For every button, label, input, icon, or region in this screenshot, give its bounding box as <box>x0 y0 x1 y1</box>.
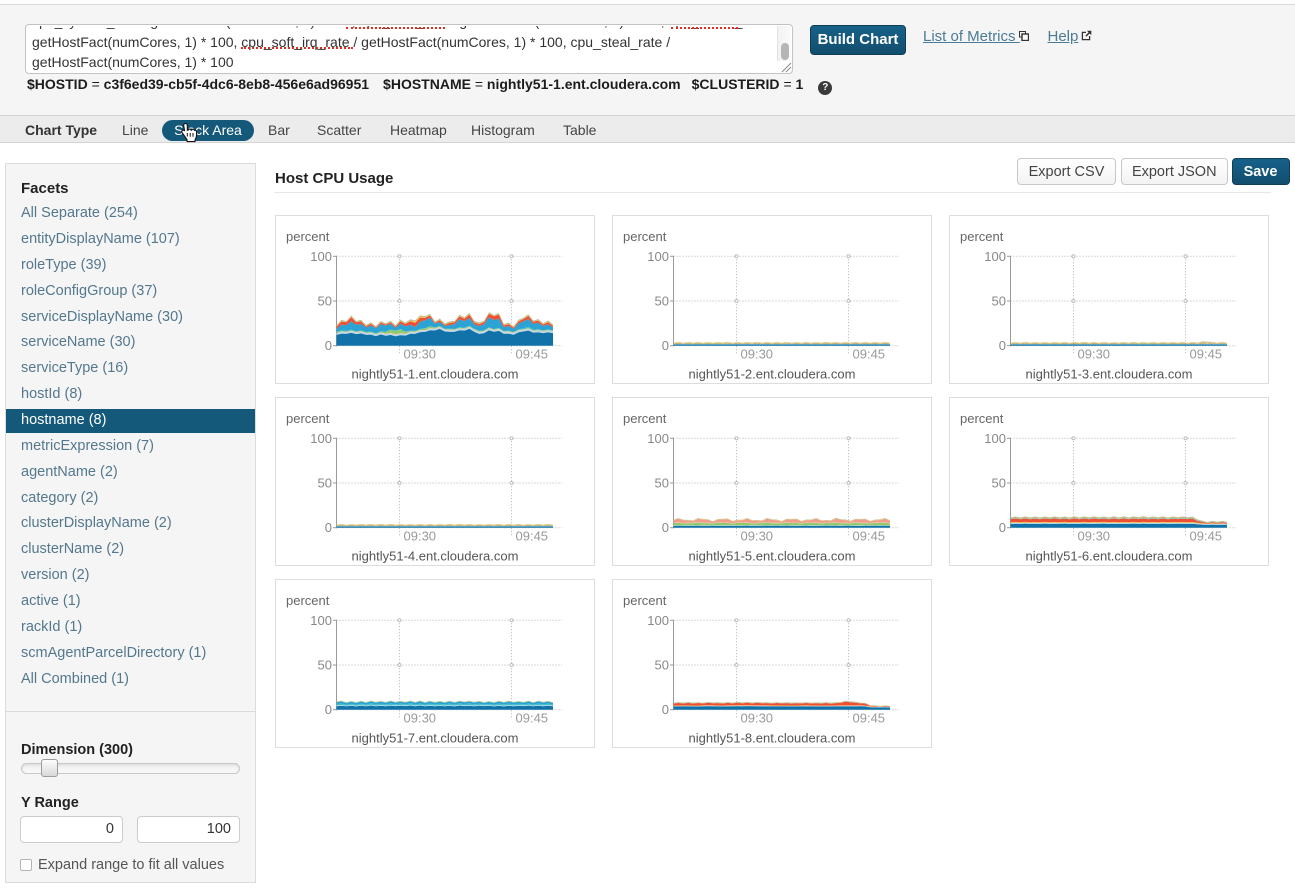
svg-text:09:45: 09:45 <box>853 529 886 544</box>
svg-text:50: 50 <box>318 476 332 491</box>
svg-text:percent: percent <box>286 593 330 608</box>
svg-text:09:30: 09:30 <box>1078 529 1111 544</box>
svg-text:percent: percent <box>623 229 667 244</box>
svg-text:percent: percent <box>623 411 667 426</box>
svg-text:09:30: 09:30 <box>404 711 437 726</box>
svg-text:09:45: 09:45 <box>853 711 886 726</box>
svg-text:09:45: 09:45 <box>516 711 549 726</box>
svg-text:100: 100 <box>310 613 332 628</box>
svg-text:percent: percent <box>960 229 1004 244</box>
svg-text:0: 0 <box>325 702 332 717</box>
svg-text:09:30: 09:30 <box>741 529 774 544</box>
svg-text:09:45: 09:45 <box>1190 529 1223 544</box>
svg-text:09:45: 09:45 <box>516 347 549 362</box>
svg-text:100: 100 <box>310 431 332 446</box>
svg-text:09:45: 09:45 <box>1190 347 1223 362</box>
svg-text:nightly51-4.ent.cloudera.com: nightly51-4.ent.cloudera.com <box>352 549 519 564</box>
svg-text:nightly51-7.ent.cloudera.com: nightly51-7.ent.cloudera.com <box>352 731 519 746</box>
svg-text:50: 50 <box>318 294 332 309</box>
svg-text:100: 100 <box>647 613 669 628</box>
svg-text:0: 0 <box>662 702 669 717</box>
svg-text:50: 50 <box>655 658 669 673</box>
svg-text:09:30: 09:30 <box>404 347 437 362</box>
svg-text:nightly51-5.ent.cloudera.com: nightly51-5.ent.cloudera.com <box>689 549 856 564</box>
svg-text:nightly51-1.ent.cloudera.com: nightly51-1.ent.cloudera.com <box>352 367 519 382</box>
svg-text:100: 100 <box>647 249 669 264</box>
svg-text:50: 50 <box>992 294 1006 309</box>
svg-text:percent: percent <box>286 411 330 426</box>
svg-text:0: 0 <box>325 520 332 535</box>
svg-text:100: 100 <box>984 431 1006 446</box>
svg-text:09:30: 09:30 <box>1078 347 1111 362</box>
svg-text:nightly51-2.ent.cloudera.com: nightly51-2.ent.cloudera.com <box>689 367 856 382</box>
svg-text:0: 0 <box>999 520 1006 535</box>
svg-text:100: 100 <box>647 431 669 446</box>
svg-text:nightly51-6.ent.cloudera.com: nightly51-6.ent.cloudera.com <box>1026 549 1193 564</box>
svg-text:nightly51-8.ent.cloudera.com: nightly51-8.ent.cloudera.com <box>689 731 856 746</box>
svg-text:percent: percent <box>286 229 330 244</box>
svg-text:50: 50 <box>655 294 669 309</box>
svg-text:09:45: 09:45 <box>853 347 886 362</box>
svg-text:09:30: 09:30 <box>404 529 437 544</box>
svg-text:nightly51-3.ent.cloudera.com: nightly51-3.ent.cloudera.com <box>1026 367 1193 382</box>
svg-text:09:45: 09:45 <box>516 529 549 544</box>
svg-text:0: 0 <box>662 520 669 535</box>
svg-text:50: 50 <box>318 658 332 673</box>
svg-text:percent: percent <box>960 411 1004 426</box>
svg-text:50: 50 <box>655 476 669 491</box>
svg-text:percent: percent <box>623 593 667 608</box>
svg-text:0: 0 <box>325 338 332 353</box>
svg-text:100: 100 <box>984 249 1006 264</box>
svg-text:100: 100 <box>310 249 332 264</box>
svg-text:0: 0 <box>999 338 1006 353</box>
svg-text:0: 0 <box>662 338 669 353</box>
svg-text:09:30: 09:30 <box>741 711 774 726</box>
svg-text:50: 50 <box>992 476 1006 491</box>
svg-text:09:30: 09:30 <box>741 347 774 362</box>
